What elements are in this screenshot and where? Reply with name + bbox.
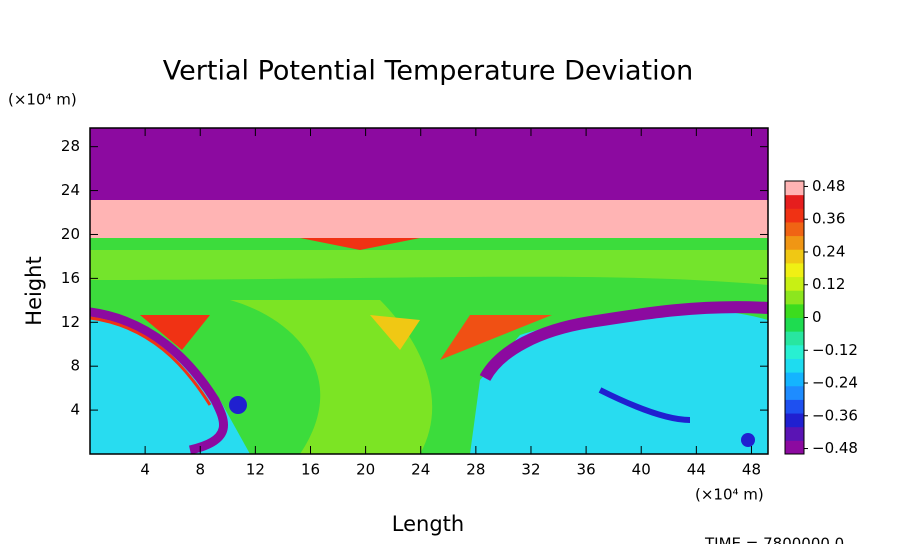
colorbar-band: [785, 344, 804, 359]
x-tick-label: 32: [521, 461, 540, 479]
colorbar-tick-label: 0: [812, 308, 822, 326]
colorbar-band: [785, 358, 804, 373]
colorbar-band: [785, 235, 804, 250]
colorbar-band: [785, 303, 804, 318]
colorbar-band: [785, 276, 804, 291]
colorbar-tick-label: −0.48: [812, 439, 858, 457]
y-tick-label: 24: [61, 181, 80, 199]
y-unit: (×10⁴ m): [8, 91, 77, 109]
x-tick-label: 40: [632, 461, 651, 479]
colorbar-band: [785, 440, 804, 455]
x-unit: (×10⁴ m): [695, 486, 764, 504]
colorbar-tick-label: 0.24: [812, 242, 845, 260]
colorbar-band: [785, 181, 804, 196]
colorbar-band: [785, 221, 804, 237]
colorbar-band: [785, 208, 804, 223]
x-tick-label: 24: [411, 461, 430, 479]
x-tick-label: 4: [140, 461, 150, 479]
y-tick-label: 8: [70, 357, 80, 375]
colorbar-tick-label: 0.36: [812, 210, 845, 228]
x-tick-label: 20: [356, 461, 375, 479]
y-tick-label: 16: [61, 269, 80, 287]
colorbar-tick-label: −0.36: [812, 406, 858, 424]
colorbar-band: [785, 413, 804, 428]
y-tick-label: 28: [61, 137, 80, 155]
x-tick-label: 16: [301, 461, 320, 479]
colorbar-tick-label: −0.24: [812, 374, 858, 392]
plot-frame: [89, 127, 769, 455]
chart-title: Vertial Potential Temperature Deviation: [163, 56, 693, 87]
y-tick-label: 4: [70, 401, 80, 419]
colorbar-tick-label: −0.12: [812, 341, 858, 359]
x-tick-label: 12: [246, 461, 265, 479]
colorbar-band: [785, 426, 804, 441]
y-tick-label: 20: [61, 225, 80, 243]
x-tick-label: 44: [687, 461, 706, 479]
colorbar-band: [785, 399, 804, 414]
colorbar-band: [785, 317, 804, 332]
colorbar-band: [785, 331, 804, 346]
colorbar-band: [785, 262, 804, 278]
y-label: Height: [22, 256, 46, 325]
y-tick-label: 12: [61, 313, 80, 331]
x-tick-label: 36: [577, 461, 596, 479]
footer: TIME = 7800000.0: [704, 535, 844, 545]
colorbar-band: [785, 372, 804, 387]
colorbar-band: [785, 249, 804, 264]
x-tick-label: 8: [195, 461, 205, 479]
colorbar-band: [785, 290, 804, 305]
x-tick-label: 28: [466, 461, 485, 479]
colorbar-band: [785, 194, 804, 209]
x-tick-label: 48: [742, 461, 761, 479]
colorbar-tick-label: 0.12: [812, 275, 845, 293]
field: [90, 128, 768, 454]
colorbar-band: [785, 385, 804, 400]
colorbar-tick-label: 0.48: [812, 177, 845, 195]
x-label: Length: [392, 512, 464, 536]
